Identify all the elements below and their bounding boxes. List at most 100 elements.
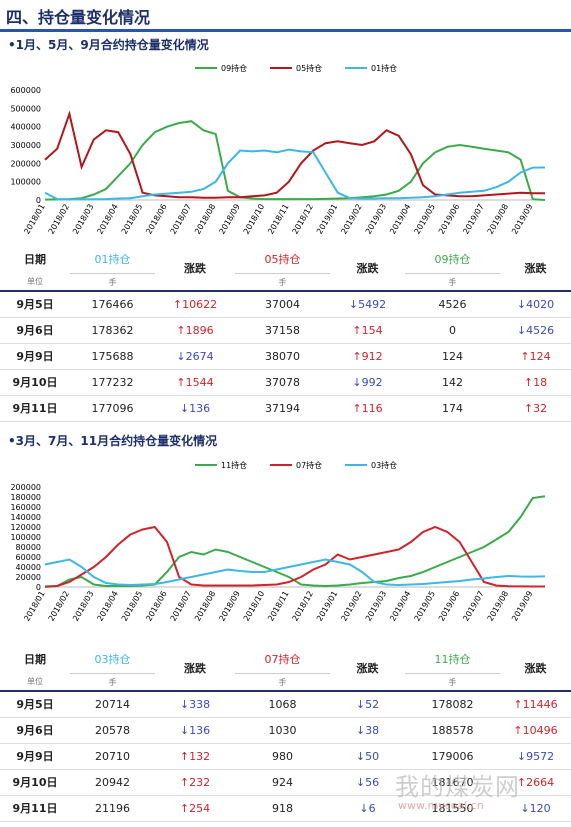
- x-tick-label: 2018/09: [217, 203, 241, 236]
- value-cell: ↑232: [155, 769, 235, 796]
- x-tick-label: 2018/06: [144, 203, 168, 236]
- value-cell: 980: [235, 743, 330, 770]
- x-tick-label: 2019/06: [437, 590, 461, 623]
- data-row: 9月9日 175688 ↓2674 38070 ↑912 124 ↑124: [0, 343, 571, 370]
- chart: 0200004000060000800001000001200001400001…: [10, 460, 546, 623]
- data-row: 9月6日 178362 ↑1896 37158 ↑154 0 ↓4526: [0, 317, 571, 344]
- value-cell: 181670: [405, 769, 500, 796]
- x-tick-label: 2018/12: [291, 203, 315, 236]
- date-cell: 9月10日: [0, 769, 70, 796]
- x-tick-label: 2018/04: [95, 590, 119, 623]
- value-cell: ↓120: [500, 795, 571, 822]
- x-tick-label: 2019/09: [510, 590, 534, 623]
- section-title: •1月、5月、9月合约持仓量变化情况: [8, 38, 209, 52]
- value-cell: 4526: [405, 291, 500, 318]
- value-cell: ↑32: [500, 395, 571, 422]
- value-cell: 20714: [70, 691, 155, 718]
- series-line: [44, 495, 546, 588]
- y-tick-label: 500000: [10, 104, 41, 113]
- date-cell: 9月11日: [0, 395, 70, 422]
- x-tick-label: 2018/07: [169, 203, 193, 236]
- date-cell: 9月9日: [0, 743, 70, 770]
- column-header: 01持仓: [70, 245, 155, 274]
- x-tick-label: 2018/03: [71, 203, 95, 236]
- date-cell: 9月6日: [0, 317, 70, 344]
- value-cell: ↑154: [330, 317, 405, 344]
- value-cell: ↓4526: [500, 317, 571, 344]
- value-cell: ↑116: [330, 395, 405, 422]
- chart: 0 100000 200000 300000 400000 500000 600000 201…: [10, 63, 546, 236]
- x-tick-label: 2018/01: [22, 590, 46, 623]
- title-rule: [0, 29, 571, 32]
- value-cell: 38070: [235, 343, 330, 370]
- value-cell: 37158: [235, 317, 330, 344]
- x-tick-label: 2019/07: [461, 203, 485, 236]
- y-tick-label: 0: [36, 196, 41, 205]
- x-tick-label: 2019/07: [461, 590, 485, 623]
- value-cell: ↑18: [500, 369, 571, 396]
- legend-label: 09持仓: [221, 63, 247, 73]
- value-cell: ↑132: [155, 743, 235, 770]
- column-header: 日期: [24, 653, 46, 667]
- value-cell: 177096: [70, 395, 155, 422]
- series-line: [44, 525, 545, 588]
- value-cell: 174: [405, 395, 500, 422]
- x-tick-label: 2019/02: [339, 203, 363, 236]
- unit-label: 手: [70, 673, 155, 692]
- date-cell: 9月10日: [0, 369, 70, 396]
- unit-row: 单位手手手: [0, 273, 571, 292]
- x-tick-label: 2019/01: [315, 203, 339, 236]
- column-header: 07持仓: [235, 645, 330, 674]
- x-tick-label: 2018/11: [266, 590, 290, 623]
- date-cell: 9月5日: [0, 291, 70, 318]
- column-header: 09持仓: [405, 245, 500, 274]
- value-cell: 37078: [235, 369, 330, 396]
- data-row: 9月9日 20710 ↑132 980 ↓50 179006 ↓9572: [0, 743, 571, 770]
- legend-label: 01持仓: [371, 63, 397, 73]
- x-tick-label: 2018/03: [71, 590, 95, 623]
- y-tick-label: 60000: [16, 553, 41, 562]
- data-row: 9月10日 177232 ↑1544 37078 ↓992 142 ↑18: [0, 369, 571, 396]
- x-tick-label: 2019/04: [388, 203, 412, 236]
- value-cell: 1068: [235, 691, 330, 718]
- series-line: [44, 558, 546, 587]
- value-cell: 37004: [235, 291, 330, 318]
- x-tick-label: 2018/02: [47, 203, 71, 236]
- y-tick-label: 200000: [10, 159, 41, 168]
- date-cell: 9月6日: [0, 717, 70, 744]
- watermark-url: www.mycoal.cn: [398, 799, 484, 812]
- value-cell: ↓38: [330, 717, 405, 744]
- y-tick-label: 140000: [10, 513, 41, 522]
- value-cell: ↓4020: [500, 291, 571, 318]
- column-header: 05持仓: [235, 245, 330, 274]
- x-tick-label: 2019/06: [437, 203, 461, 236]
- value-cell: ↓9572: [500, 743, 571, 770]
- header-row: 日期 01持仓 涨跌 05持仓 涨跌 09持仓 涨跌: [0, 245, 571, 292]
- value-cell: ↓992: [330, 369, 405, 396]
- series-line: [44, 110, 545, 199]
- x-tick-label: 2019/02: [339, 590, 363, 623]
- value-cell: ↓50: [330, 743, 405, 770]
- value-cell: 178082: [405, 691, 500, 718]
- value-cell: 924: [235, 769, 330, 796]
- x-tick-label: 2018/09: [217, 590, 241, 623]
- value-cell: ↓2674: [155, 343, 235, 370]
- value-cell: ↑124: [500, 343, 571, 370]
- y-tick-label: 160000: [10, 503, 41, 512]
- value-cell: 181550: [405, 795, 500, 822]
- unit-row: 单位手手手: [0, 673, 571, 692]
- x-tick-label: 2018/10: [242, 203, 266, 236]
- column-header: 03持仓: [70, 645, 155, 674]
- value-cell: 1030: [235, 717, 330, 744]
- x-tick-label: 2019/03: [364, 203, 388, 236]
- unit-label: 手: [235, 273, 330, 292]
- x-tick-label: 2018/05: [120, 203, 144, 236]
- value-cell: ↑1544: [155, 369, 235, 396]
- x-tick-label: 2019/05: [413, 203, 437, 236]
- y-tick-label: 300000: [10, 141, 41, 150]
- x-tick-label: 2019/09: [510, 203, 534, 236]
- value-cell: ↓136: [155, 395, 235, 422]
- x-tick-label: 2019/08: [486, 590, 510, 623]
- x-tick-label: 2018/06: [144, 590, 168, 623]
